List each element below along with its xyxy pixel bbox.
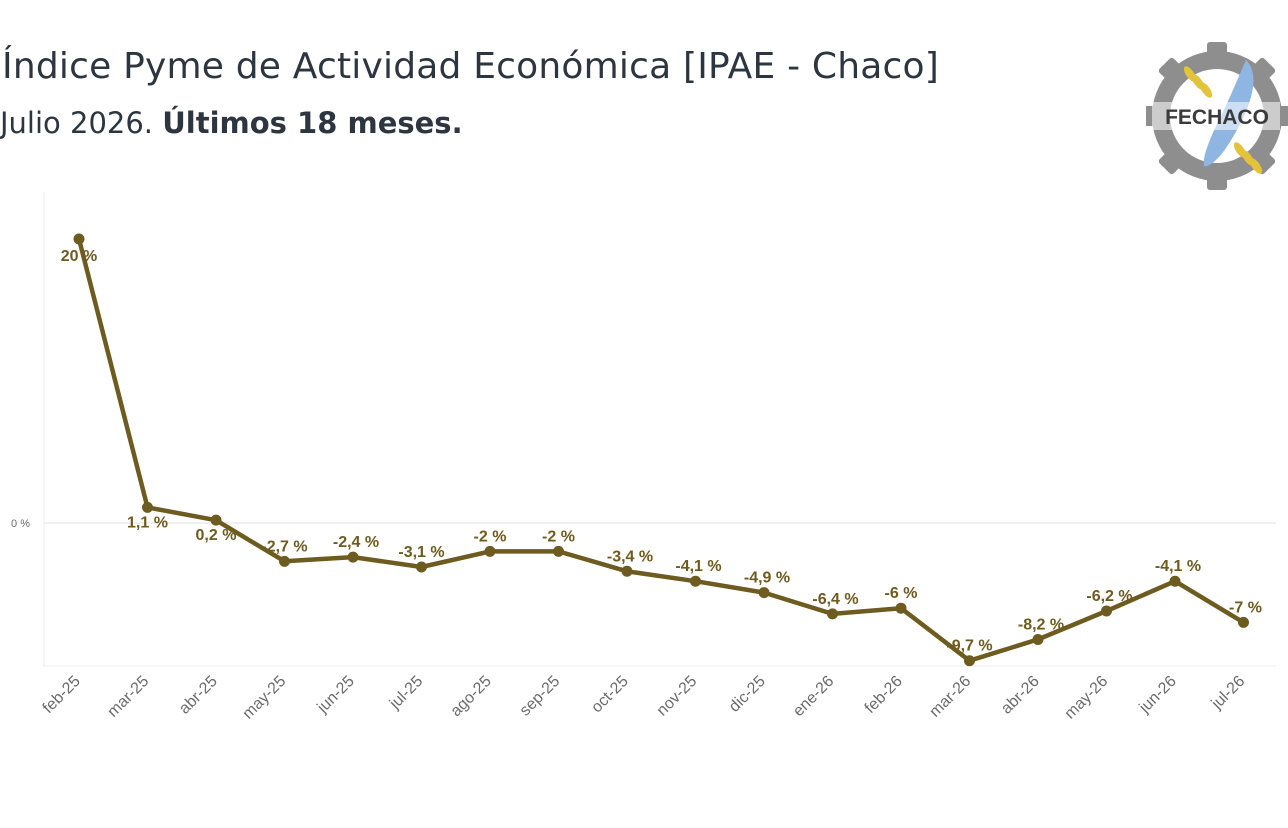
x-tick-label: mar-25 [104,673,152,721]
x-tick-label: dic-25 [726,673,769,716]
data-point [1032,633,1044,645]
y-tick-label: 0 % [11,518,30,530]
data-points [73,233,1249,667]
data-label: -6,2 % [1086,588,1132,605]
data-label: -2 % [474,528,507,545]
data-label: -6,4 % [812,591,858,608]
data-point [279,555,290,567]
data-point [758,587,770,599]
data-point [347,551,359,563]
x-tick-label: jul-26 [1208,673,1248,713]
data-label: -3,1 % [398,544,444,561]
wheat-icon [1183,66,1263,174]
x-tick-label: may-25 [240,673,290,723]
data-point [210,514,222,526]
data-labels: 20 % 1,1 % 0,2 % -2,7 % -2,4 % -3,1 % -2 % -2 %… [61,248,1262,655]
fechaco-logo: FECHACO [1146,42,1288,190]
data-label: -6 % [885,585,918,602]
data-label: 20 % [61,248,97,265]
x-tick-label: ene-26 [790,673,837,720]
data-point [416,561,427,573]
data-label: -2 % [542,528,575,545]
data-label: -4,9 % [744,570,790,587]
data-point [1238,616,1249,628]
x-tick-label: nov-25 [654,673,701,720]
subtitle-date: Julio 2026. [0,106,163,140]
chart-title: Índice Pyme de Actividad Económica [IPAE… [2,46,939,87]
x-tick-label: abr-25 [176,673,221,718]
x-tick-label: sep-25 [517,673,564,720]
data-point [690,575,701,587]
data-point [1101,605,1112,617]
subtitle-period: Últimos 18 meses. [162,106,463,140]
x-tick-label: jul-25 [386,673,426,713]
data-point [1169,575,1181,587]
data-point [964,655,975,667]
x-tick-label: abr-26 [998,673,1043,718]
data-label: -7 % [1229,599,1262,616]
x-tick-label: may-26 [1062,673,1112,723]
chart-subtitle: Julio 2026. Últimos 18 meses. [0,106,463,140]
data-label: -4,1 % [675,558,721,575]
x-tick-label: oct-25 [588,673,632,717]
x-tick-label: jun-26 [1136,673,1180,717]
data-label: -8,2 % [1018,616,1064,633]
data-label: -4,1 % [1155,558,1201,575]
plot-frame [43,192,1276,667]
series-line [76,236,1246,663]
x-tick-label: feb-26 [862,673,906,717]
data-point [553,545,564,557]
data-point [895,602,907,614]
data-point [621,565,633,577]
data-label: 1,1 % [127,514,168,531]
logo-text: FECHACO [1165,106,1269,129]
data-point [142,501,153,513]
x-tick-label: jun-25 [314,673,358,717]
data-point [827,608,838,620]
x-tick-label: ago-25 [448,673,495,720]
data-label: -9,7 % [946,638,992,655]
data-label: 0,2 % [196,527,237,544]
data-point [484,545,496,557]
data-point [73,233,85,245]
data-label: -2,4 % [333,534,379,551]
data-label: -3,4 % [607,548,653,565]
x-tick-label: mar-26 [926,673,974,721]
data-label: -2,7 % [261,538,307,555]
x-axis-labels: feb-25 mar-25 abr-25 may-25 jun-25 jul-25 ago-… [40,673,1249,723]
x-tick-label: feb-25 [40,673,84,717]
